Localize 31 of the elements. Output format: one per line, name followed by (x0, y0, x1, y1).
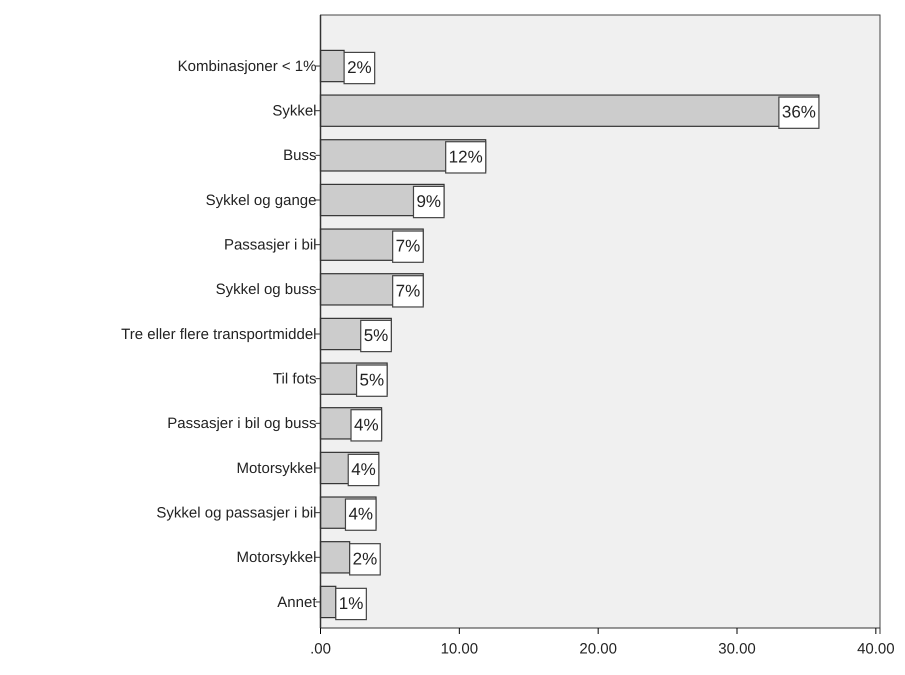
y-tick-label: Passasjer i bil (224, 236, 316, 254)
y-tick-label: Motorsykkel (236, 549, 316, 566)
data-label: 12% (448, 147, 483, 166)
data-label: 2% (347, 58, 372, 78)
data-label: 4% (354, 415, 379, 434)
data-label: 4% (351, 460, 376, 479)
data-label: 5% (360, 370, 384, 390)
x-tick-label: 30.00 (718, 640, 756, 658)
y-tick-label: Motorsykkel (236, 460, 316, 477)
y-tick-label: Passasjer i bil og buss (167, 415, 316, 432)
x-tick-label: .00 (310, 640, 331, 658)
data-label: 7% (396, 236, 420, 256)
data-label: 36% (782, 102, 816, 122)
y-tick-label: Sykkel og gange (206, 192, 316, 209)
y-tick-label: Kombinasjoner < 1% (178, 58, 316, 75)
x-tick-label: 40.00 (857, 640, 895, 658)
y-tick-label: Til fots (272, 370, 316, 388)
data-label: 1% (338, 594, 364, 613)
y-tick-label: Sykkel og buss (216, 281, 316, 298)
data-label: 4% (348, 504, 374, 524)
y-tick-label: Sykkel (272, 102, 316, 120)
data-label: 9% (416, 192, 442, 212)
y-tick-label: Buss (283, 147, 316, 164)
data-label: 7% (396, 281, 420, 300)
y-tick-label: Sykkel og passasjer i bil (156, 504, 316, 522)
y-tick-label: Annet (277, 594, 318, 611)
data-label: 2% (352, 549, 378, 568)
x-tick-label: 20.00 (579, 640, 617, 658)
x-tick-label: 10.00 (440, 640, 478, 658)
y-tick-label: Tre eller flere transportmiddel (121, 326, 316, 343)
data-label: 5% (364, 326, 388, 345)
